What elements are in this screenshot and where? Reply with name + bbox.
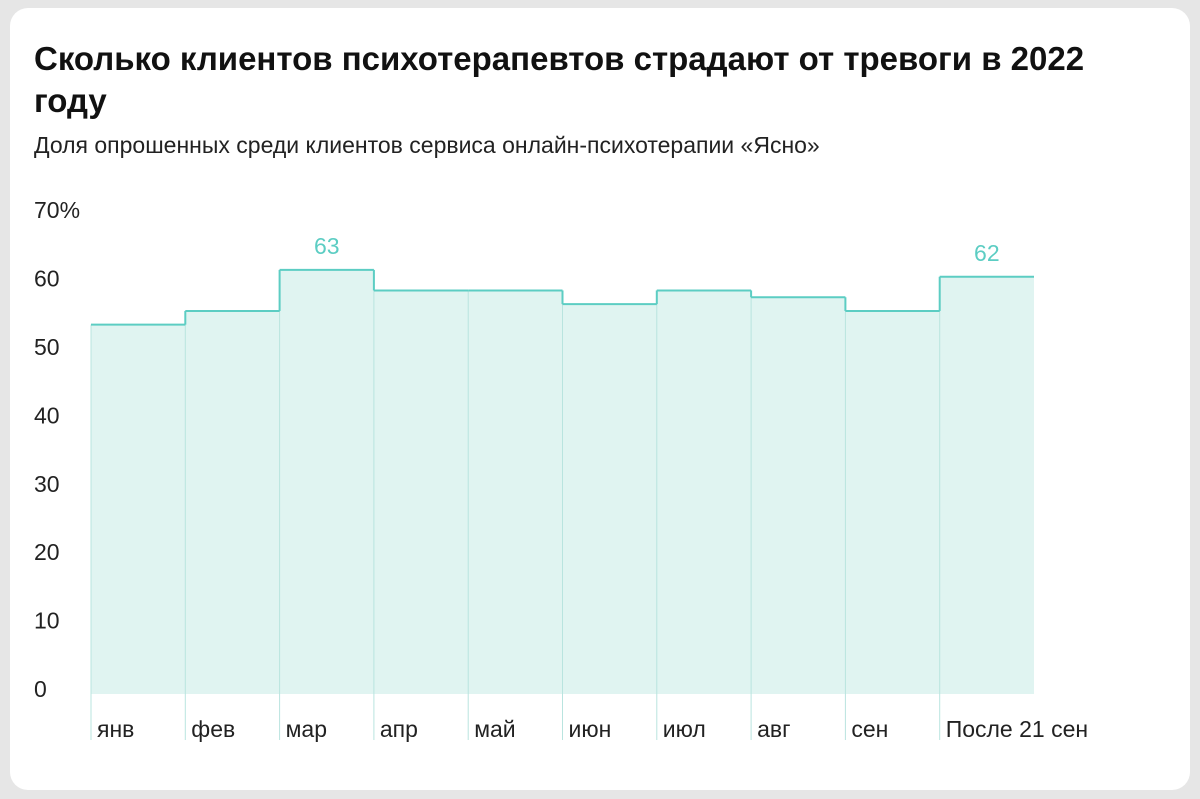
chart-title: Сколько клиентов психотерапевтов страдаю…	[34, 40, 1085, 119]
x-tick-label: май	[474, 716, 515, 742]
data-label: 62	[974, 240, 1000, 266]
x-tick-label: авг	[757, 716, 790, 742]
x-tick-label: июл	[663, 716, 706, 742]
y-tick-label: 60	[34, 266, 60, 292]
x-tick-label: сен	[851, 716, 888, 742]
x-tick-label: фев	[191, 716, 235, 742]
x-tick-label: апр	[380, 716, 418, 742]
x-tick-label: После 21 сен	[946, 716, 1088, 742]
x-tick-label: июн	[569, 716, 612, 742]
data-label: 63	[314, 233, 340, 259]
y-tick-label: 30	[34, 471, 60, 497]
x-tick-label: янв	[97, 716, 134, 742]
y-tick-label: 70%	[34, 197, 80, 223]
y-tick-label: 40	[34, 402, 60, 428]
x-tick-label: мар	[286, 716, 327, 742]
chart-subtitle: Доля опрошенных среди клиентов сервиса о…	[34, 132, 820, 158]
y-tick-label: 20	[34, 539, 60, 565]
y-tick-label: 50	[34, 334, 60, 360]
y-tick-label: 10	[34, 608, 60, 634]
y-tick-label: 0	[34, 676, 47, 702]
